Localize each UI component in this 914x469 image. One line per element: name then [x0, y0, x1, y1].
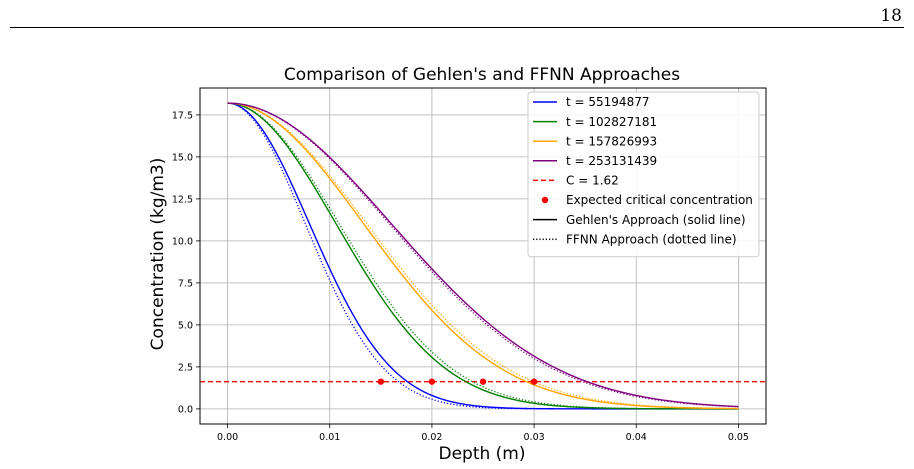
y-tick-label: 12.5 [172, 194, 193, 205]
y-tick-label: 0.0 [178, 404, 193, 415]
y-tick-label: 10.0 [172, 236, 193, 247]
legend-label: t = 55194877 [566, 95, 649, 109]
y-tick-label: 5.0 [178, 320, 193, 331]
critical-point [530, 378, 538, 385]
axis-ticks: 0.00 0.01 0.02 0.03 0.04 0.05 0.0 2.5 5.0 7.5 10.0… [172, 110, 749, 443]
y-tick-label: 2.5 [178, 362, 193, 373]
y-tick-label: 15.0 [172, 152, 193, 163]
x-tick-label: 0.01 [319, 432, 340, 443]
y-tick-label: 7.5 [178, 278, 193, 289]
legend-box [527, 91, 760, 258]
x-tick-label: 0.05 [728, 432, 749, 443]
legend: t = 55194877 t = 102827181 t = 157826993 t … [527, 91, 760, 258]
legend-label: t = 253131439 [566, 154, 657, 168]
ffnn-curve-3 [227, 102, 739, 410]
legend-label: Expected critical concentration [566, 193, 753, 207]
x-tick-label: 0.04 [626, 432, 647, 443]
ffnn-curve-2 [227, 102, 739, 410]
legend-label: t = 102827181 [566, 115, 657, 129]
header-rule [10, 27, 904, 28]
critical-point [377, 378, 385, 385]
critical-point [428, 378, 436, 385]
x-axis-label: Depth (m) [438, 444, 525, 464]
x-tick-label: 0.03 [524, 432, 545, 443]
legend-label: t = 157826993 [566, 134, 657, 148]
legend-label: FFNN Approach (dotted line) [566, 232, 737, 246]
page-number: 18 [880, 6, 902, 26]
chart-title: Comparison of Gehlen's and FFNN Approach… [284, 65, 680, 85]
curves-layer [227, 102, 739, 410]
x-tick-label: 0.02 [421, 432, 442, 443]
legend-label: Gehlen's Approach (solid line) [566, 213, 746, 227]
x-tick-label: 0.00 [217, 432, 238, 443]
ffnn-curve-4 [227, 102, 739, 408]
critical-points-layer [377, 378, 538, 385]
legend-label: C = 1.62 [566, 174, 619, 188]
gehlen-curve-4 [227, 102, 739, 408]
y-tick-label: 17.5 [172, 110, 193, 121]
gehlen-curve-3 [227, 102, 739, 410]
critical-point [479, 378, 487, 385]
legend-marker [541, 196, 549, 204]
plot-frame [199, 87, 767, 425]
ffnn-curve-1 [227, 102, 739, 410]
y-axis-label: Concentration (kg/m3) [148, 158, 168, 351]
